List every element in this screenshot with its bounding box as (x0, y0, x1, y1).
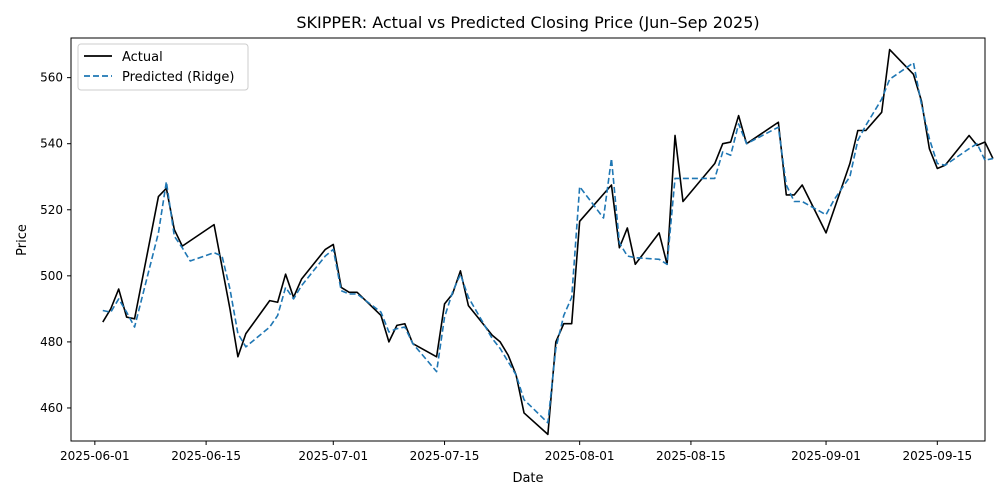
chart-title: SKIPPER: Actual vs Predicted Closing Pri… (296, 13, 759, 32)
y-axis: 460 480 500 520 540 560 (40, 71, 71, 415)
x-axis-label: Date (512, 471, 543, 486)
legend-box (77, 43, 249, 91)
x-tick-label: 2025-08-15 (656, 449, 726, 463)
legend-label-predicted: Predicted (Ridge) (122, 70, 234, 85)
x-tick-label: 2025-09-01 (791, 449, 861, 463)
y-tick-label: 460 (40, 401, 63, 415)
series-layer (102, 48, 994, 436)
x-tick-label: 2025-08-01 (545, 449, 615, 463)
y-tick-label: 540 (40, 137, 63, 151)
series-line-actual (102, 48, 994, 436)
x-axis: 2025-06-01 2025-06-15 2025-07-01 2025-07-15… (60, 441, 972, 463)
x-tick-label: 2025-06-15 (171, 449, 241, 463)
y-axis-label: Price (15, 224, 30, 256)
y-tick-label: 520 (40, 203, 63, 217)
legend-label-actual: Actual (122, 50, 163, 65)
x-tick-label: 2025-09-15 (902, 449, 972, 463)
y-tick-label: 500 (40, 269, 63, 283)
x-tick-label: 2025-07-01 (298, 449, 368, 463)
y-tick-label: 480 (40, 335, 63, 349)
series-line-predicted (102, 61, 994, 424)
x-tick-label: 2025-06-01 (60, 449, 130, 463)
plot-area (70, 37, 986, 442)
x-tick-label: 2025-07-15 (410, 449, 480, 463)
y-tick-label: 560 (40, 71, 63, 85)
legend: Actual Predicted (Ridge) (77, 43, 249, 91)
